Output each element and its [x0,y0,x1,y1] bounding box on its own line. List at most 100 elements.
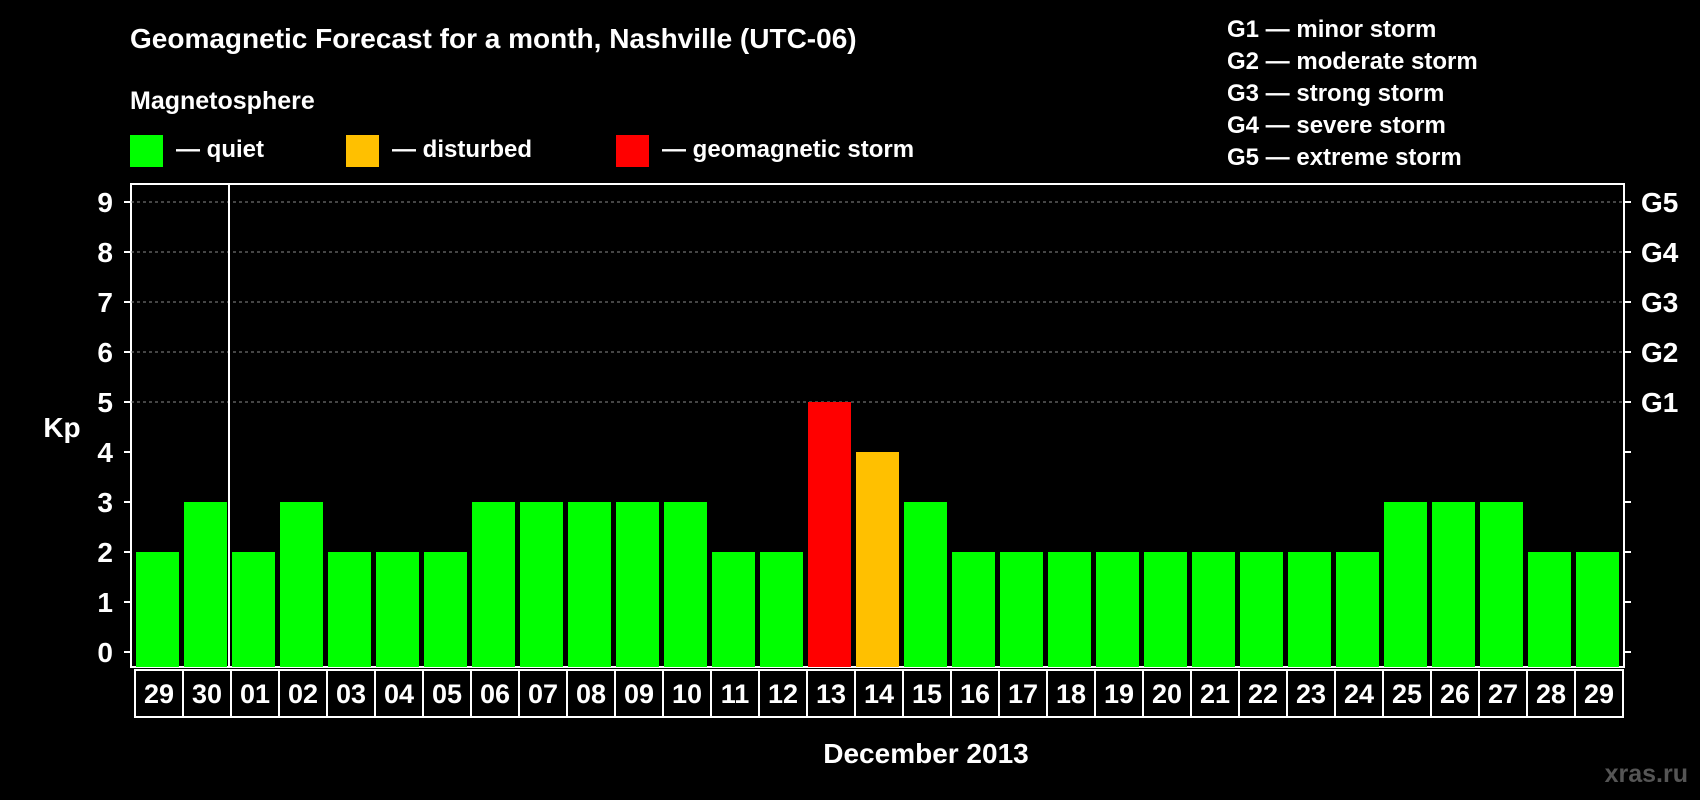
x-tick-label: 11 [721,679,750,709]
right-tick-label-g3: G3 [1641,287,1678,318]
x-tick-label: 17 [1008,679,1038,709]
bar-1 [184,502,227,667]
legend-label-disturbed: — disturbed [392,136,532,163]
storm-scale-g1: G1 — minor storm [1227,16,1436,43]
bar-7 [472,502,515,667]
y-tick-label: 2 [97,537,113,568]
x-tick-label: 14 [864,679,894,709]
y-tick-label: 7 [97,287,113,318]
right-axis: G1 G2 G3 G4 G5 [1624,187,1679,653]
date-row-frame [134,669,1624,718]
bar-2 [232,552,275,667]
x-tick-label: 20 [1152,679,1182,709]
bar-20 [1096,552,1139,667]
x-tick-label: 26 [1440,679,1470,709]
right-tick-label-g2: G2 [1641,337,1678,368]
bar-6 [424,552,467,667]
x-tick-label: 01 [240,679,270,709]
x-tick-label: 15 [912,679,942,709]
grid-layer [131,184,1624,667]
x-tick-label: 30 [192,679,222,709]
bar-13 [760,552,803,667]
x-tick-label: 29 [1584,679,1614,709]
bar-22 [1192,552,1235,667]
y-tick-label: 0 [97,637,113,668]
bar-14 [808,402,851,667]
storm-scale-g4: G4 — severe storm [1227,112,1446,139]
x-tick-label: 27 [1488,679,1518,709]
bar-5 [376,552,419,667]
y-tick-label: 6 [97,337,113,368]
y-tick-label: 8 [97,237,113,268]
x-axis-label: December 2013 [823,738,1028,769]
x-tick-label: 07 [528,679,558,709]
bar-9 [568,502,611,667]
bar-0 [136,552,179,667]
x-tick-label: 23 [1296,679,1326,709]
bar-12 [712,552,755,667]
storm-scale-g3: G3 — strong storm [1227,80,1444,107]
bar-21 [1144,552,1187,667]
x-tick-label: 06 [480,679,510,709]
x-tick-label: 28 [1536,679,1566,709]
bar-27 [1432,502,1475,667]
x-tick-label: 19 [1104,679,1134,709]
legend-swatch-storm [616,135,649,167]
bar-19 [1048,552,1091,667]
x-tick-label: 02 [288,679,318,709]
legend-label-storm: — geomagnetic storm [662,136,914,163]
x-tick-label: 13 [816,679,846,709]
storm-scale-g2: G2 — moderate storm [1227,48,1478,75]
x-tick-label: 16 [960,679,990,709]
x-tick-label: 05 [432,679,462,709]
y-axis: 0 1 2 3 4 5 6 7 8 9 [97,187,131,668]
bar-25 [1336,552,1379,667]
bar-8 [520,502,563,667]
watermark: xras.ru [1605,760,1688,788]
x-tick-label: 08 [576,679,606,709]
x-tick-label: 12 [768,679,798,709]
y-tick-label: 9 [97,187,113,218]
x-tick-label: 09 [624,679,654,709]
storm-scale-g5: G5 — extreme storm [1227,144,1462,171]
bar-28 [1480,502,1523,667]
y-axis-label: Kp [43,412,80,443]
right-tick-label-g5: G5 [1641,187,1678,218]
legend-swatch-quiet [130,135,163,167]
y-tick-label: 1 [97,587,113,618]
bar-18 [1000,552,1043,667]
x-tick-label: 03 [336,679,366,709]
x-tick-label: 25 [1392,679,1422,709]
bar-30 [1576,552,1619,667]
chart-title: Geomagnetic Forecast for a month, Nashvi… [130,23,857,54]
bar-26 [1384,502,1427,667]
bar-3 [280,502,323,667]
bar-16 [904,502,947,667]
right-tick-label-g4: G4 [1641,237,1679,268]
x-tick-label: 24 [1344,679,1374,709]
legend-swatch-disturbed [346,135,379,167]
x-tick-label: 29 [144,679,174,709]
x-axis: 29 30 01 02 03 04 05 06 07 08 09 10 11 12 13 14 15 16 17 18… [134,669,1624,718]
legend-label-quiet: — quiet [176,136,264,163]
y-tick-label: 3 [97,487,113,518]
bar-4 [328,552,371,667]
y-tick-label: 5 [97,387,113,418]
x-tick-label: 22 [1248,679,1278,709]
bar-17 [952,552,995,667]
bar-11 [664,502,707,667]
bar-23 [1240,552,1283,667]
x-tick-label: 18 [1056,679,1086,709]
bar-29 [1528,552,1571,667]
legend-heading: Magnetosphere [130,87,315,115]
right-tick-label-g1: G1 [1641,387,1678,418]
y-tick-label: 4 [97,437,113,468]
x-tick-label: 10 [672,679,702,709]
bar-24 [1288,552,1331,667]
bars-layer [136,402,1619,667]
x-tick-label: 21 [1200,679,1230,709]
bar-15 [856,452,899,667]
x-tick-label: 04 [384,679,414,709]
bar-10 [616,502,659,667]
